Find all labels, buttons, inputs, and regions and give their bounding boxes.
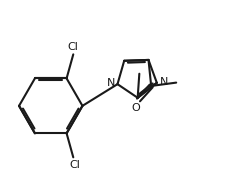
Text: O: O (132, 103, 141, 113)
Text: N: N (159, 77, 168, 87)
Text: N: N (106, 78, 115, 88)
Text: Cl: Cl (70, 160, 80, 170)
Text: Cl: Cl (68, 42, 79, 52)
